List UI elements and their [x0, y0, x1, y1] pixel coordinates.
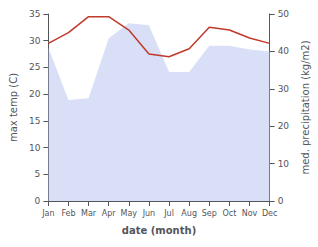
- svg-text:Jun: Jun: [142, 209, 156, 218]
- svg-text:5: 5: [35, 169, 41, 179]
- svg-text:10: 10: [278, 159, 290, 169]
- svg-text:Sep: Sep: [202, 209, 217, 218]
- svg-text:Jul: Jul: [163, 209, 174, 218]
- svg-text:date (month): date (month): [122, 225, 196, 236]
- svg-text:Mar: Mar: [81, 209, 97, 218]
- svg-text:0: 0: [278, 196, 284, 206]
- svg-text:20: 20: [278, 121, 290, 131]
- svg-text:20: 20: [29, 89, 41, 99]
- svg-text:35: 35: [29, 9, 40, 19]
- svg-text:30: 30: [278, 84, 290, 94]
- svg-text:50: 50: [278, 9, 290, 19]
- svg-text:Feb: Feb: [61, 209, 75, 218]
- svg-text:Dec: Dec: [262, 209, 277, 218]
- svg-text:25: 25: [29, 62, 40, 72]
- svg-text:med. precipitation (kg/m2): med. precipitation (kg/m2): [300, 40, 311, 174]
- svg-text:40: 40: [278, 46, 290, 56]
- svg-text:10: 10: [29, 143, 41, 153]
- svg-text:May: May: [121, 209, 138, 218]
- svg-text:Oct: Oct: [222, 209, 236, 218]
- svg-text:15: 15: [29, 116, 40, 126]
- svg-text:Aug: Aug: [181, 209, 197, 218]
- svg-text:Apr: Apr: [102, 209, 117, 218]
- svg-text:0: 0: [35, 196, 41, 206]
- svg-text:max temp (C): max temp (C): [8, 73, 19, 142]
- svg-text:30: 30: [29, 36, 41, 46]
- svg-text:Nov: Nov: [242, 209, 258, 218]
- svg-text:Jan: Jan: [41, 209, 54, 218]
